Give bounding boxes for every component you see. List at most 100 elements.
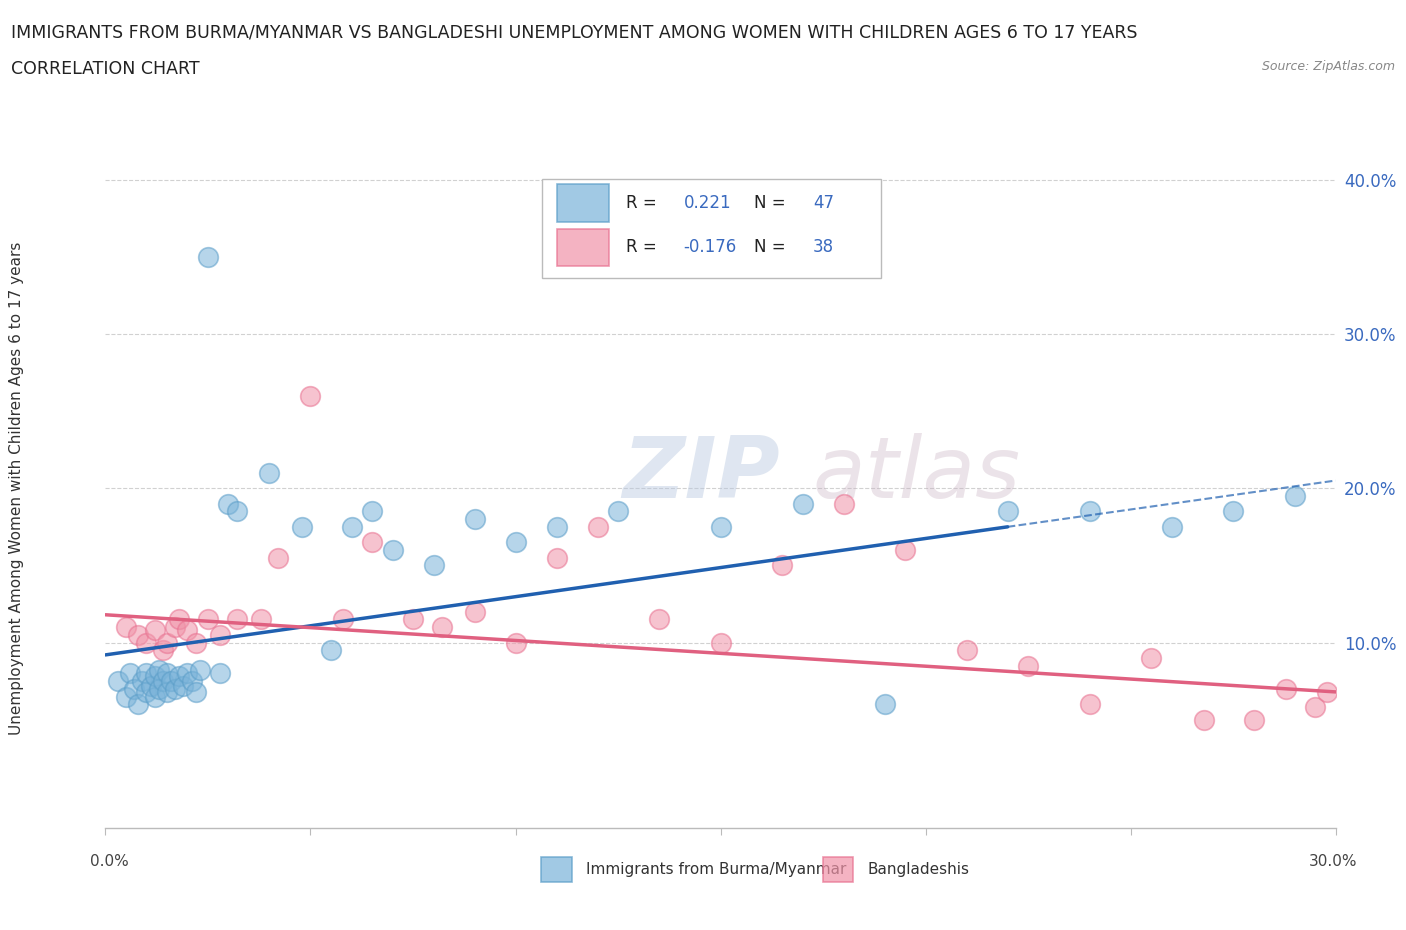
- Point: [184, 684, 207, 699]
- Point: [172, 678, 194, 693]
- Point: [152, 673, 174, 688]
- Point: [1160, 519, 1182, 534]
- Point: [505, 535, 527, 550]
- Point: [1303, 700, 1326, 715]
- FancyBboxPatch shape: [543, 179, 880, 278]
- Point: [135, 666, 157, 681]
- Point: [505, 635, 527, 650]
- Point: [381, 542, 404, 557]
- Point: [148, 682, 170, 697]
- Text: R =: R =: [626, 238, 662, 257]
- Point: [873, 697, 896, 711]
- Point: [135, 635, 157, 650]
- Bar: [557, 229, 609, 266]
- Text: CORRELATION CHART: CORRELATION CHART: [11, 60, 200, 78]
- Point: [832, 497, 855, 512]
- Point: [1275, 682, 1298, 697]
- Text: atlas: atlas: [813, 433, 1021, 516]
- Point: [546, 519, 568, 534]
- Bar: [823, 857, 853, 882]
- Point: [188, 663, 211, 678]
- Point: [1078, 504, 1101, 519]
- Point: [225, 504, 247, 519]
- Text: 30.0%: 30.0%: [1309, 854, 1357, 869]
- Point: [648, 612, 671, 627]
- Point: [464, 512, 486, 526]
- Point: [209, 666, 232, 681]
- Point: [250, 612, 273, 627]
- Point: [464, 604, 486, 619]
- Point: [156, 666, 179, 681]
- Point: [156, 635, 179, 650]
- Bar: [541, 857, 572, 882]
- Text: 0.221: 0.221: [683, 194, 731, 212]
- Point: [361, 535, 384, 550]
- Point: [267, 551, 290, 565]
- Point: [546, 551, 568, 565]
- Point: [165, 619, 187, 634]
- Text: Immigrants from Burma/Myanmar: Immigrants from Burma/Myanmar: [586, 862, 846, 877]
- Point: [131, 673, 153, 688]
- Point: [422, 558, 444, 573]
- Point: [1316, 684, 1339, 699]
- Point: [1140, 651, 1163, 666]
- Point: [115, 619, 138, 634]
- Point: [169, 669, 191, 684]
- Point: [176, 666, 198, 681]
- Point: [143, 669, 166, 684]
- Point: [139, 678, 162, 693]
- Point: [180, 673, 202, 688]
- Point: [1284, 488, 1306, 503]
- Point: [894, 542, 917, 557]
- Text: 38: 38: [813, 238, 834, 257]
- Point: [319, 643, 342, 658]
- Point: [176, 623, 198, 638]
- Point: [127, 628, 149, 643]
- Point: [184, 635, 207, 650]
- Text: IMMIGRANTS FROM BURMA/MYANMAR VS BANGLADESHI UNEMPLOYMENT AMONG WOMEN WITH CHILD: IMMIGRANTS FROM BURMA/MYANMAR VS BANGLAD…: [11, 23, 1137, 41]
- Point: [1243, 712, 1265, 727]
- Point: [340, 519, 363, 534]
- Point: [710, 635, 733, 650]
- Bar: [557, 184, 609, 221]
- Point: [122, 682, 145, 697]
- Point: [115, 689, 138, 704]
- Point: [135, 684, 157, 699]
- Point: [291, 519, 314, 534]
- Point: [1078, 697, 1101, 711]
- Point: [586, 519, 609, 534]
- Text: ZIP: ZIP: [621, 433, 780, 516]
- Point: [997, 504, 1019, 519]
- Point: [770, 558, 793, 573]
- Point: [710, 519, 733, 534]
- Point: [165, 682, 187, 697]
- Text: 0.0%: 0.0%: [90, 854, 129, 869]
- Text: Unemployment Among Women with Children Ages 6 to 17 years: Unemployment Among Women with Children A…: [10, 242, 24, 735]
- Point: [607, 504, 630, 519]
- Text: Source: ZipAtlas.com: Source: ZipAtlas.com: [1261, 60, 1395, 73]
- Point: [107, 673, 129, 688]
- Text: -0.176: -0.176: [683, 238, 737, 257]
- Text: N =: N =: [754, 194, 790, 212]
- Point: [160, 673, 183, 688]
- Point: [218, 497, 240, 512]
- Point: [1194, 712, 1216, 727]
- Point: [792, 497, 814, 512]
- Point: [430, 619, 453, 634]
- Point: [169, 612, 191, 627]
- Point: [209, 628, 232, 643]
- Text: R =: R =: [626, 194, 662, 212]
- Point: [299, 388, 322, 403]
- Text: 47: 47: [813, 194, 834, 212]
- Text: Bangladeshis: Bangladeshis: [868, 862, 970, 877]
- Point: [143, 689, 166, 704]
- Point: [1017, 658, 1039, 673]
- Point: [127, 697, 149, 711]
- Text: N =: N =: [754, 238, 790, 257]
- Point: [1222, 504, 1244, 519]
- Point: [956, 643, 979, 658]
- Point: [361, 504, 384, 519]
- Point: [148, 663, 170, 678]
- Point: [120, 666, 141, 681]
- Point: [197, 612, 219, 627]
